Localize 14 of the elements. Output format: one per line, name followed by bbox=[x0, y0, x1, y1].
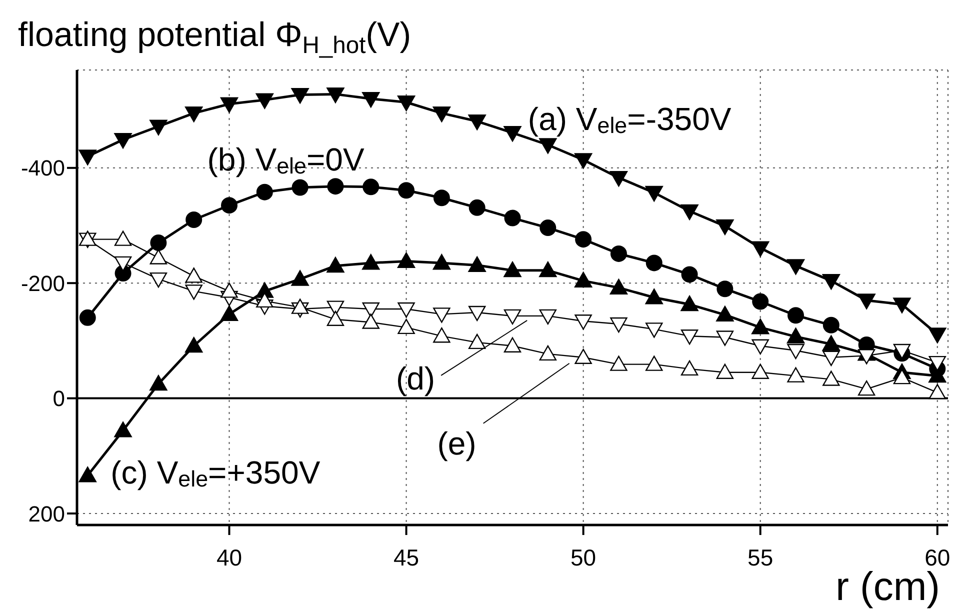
y-tick-label: 200 bbox=[28, 501, 65, 526]
y-tick-label: -400 bbox=[20, 156, 65, 181]
series-label: (a) V$_{ele}$=-350V bbox=[528, 100, 732, 138]
y-tick-label: 0 bbox=[52, 386, 65, 412]
chart-title: floating potential Φ$_{H_hot}$(V) bbox=[18, 16, 412, 60]
series-label: (b) V$_{ele}$=0V bbox=[207, 141, 365, 178]
series-label: (c) V$_{ele}$=+350V bbox=[110, 454, 321, 492]
y-tick-label: -200 bbox=[20, 270, 65, 296]
x-tick-label: 50 bbox=[570, 544, 596, 570]
legend-label: (d) bbox=[396, 360, 436, 396]
x-tick-label: 55 bbox=[748, 544, 774, 570]
text: (e) bbox=[437, 425, 476, 462]
x-tick-label: 40 bbox=[216, 544, 242, 570]
x-tick-label: 45 bbox=[393, 544, 420, 570]
